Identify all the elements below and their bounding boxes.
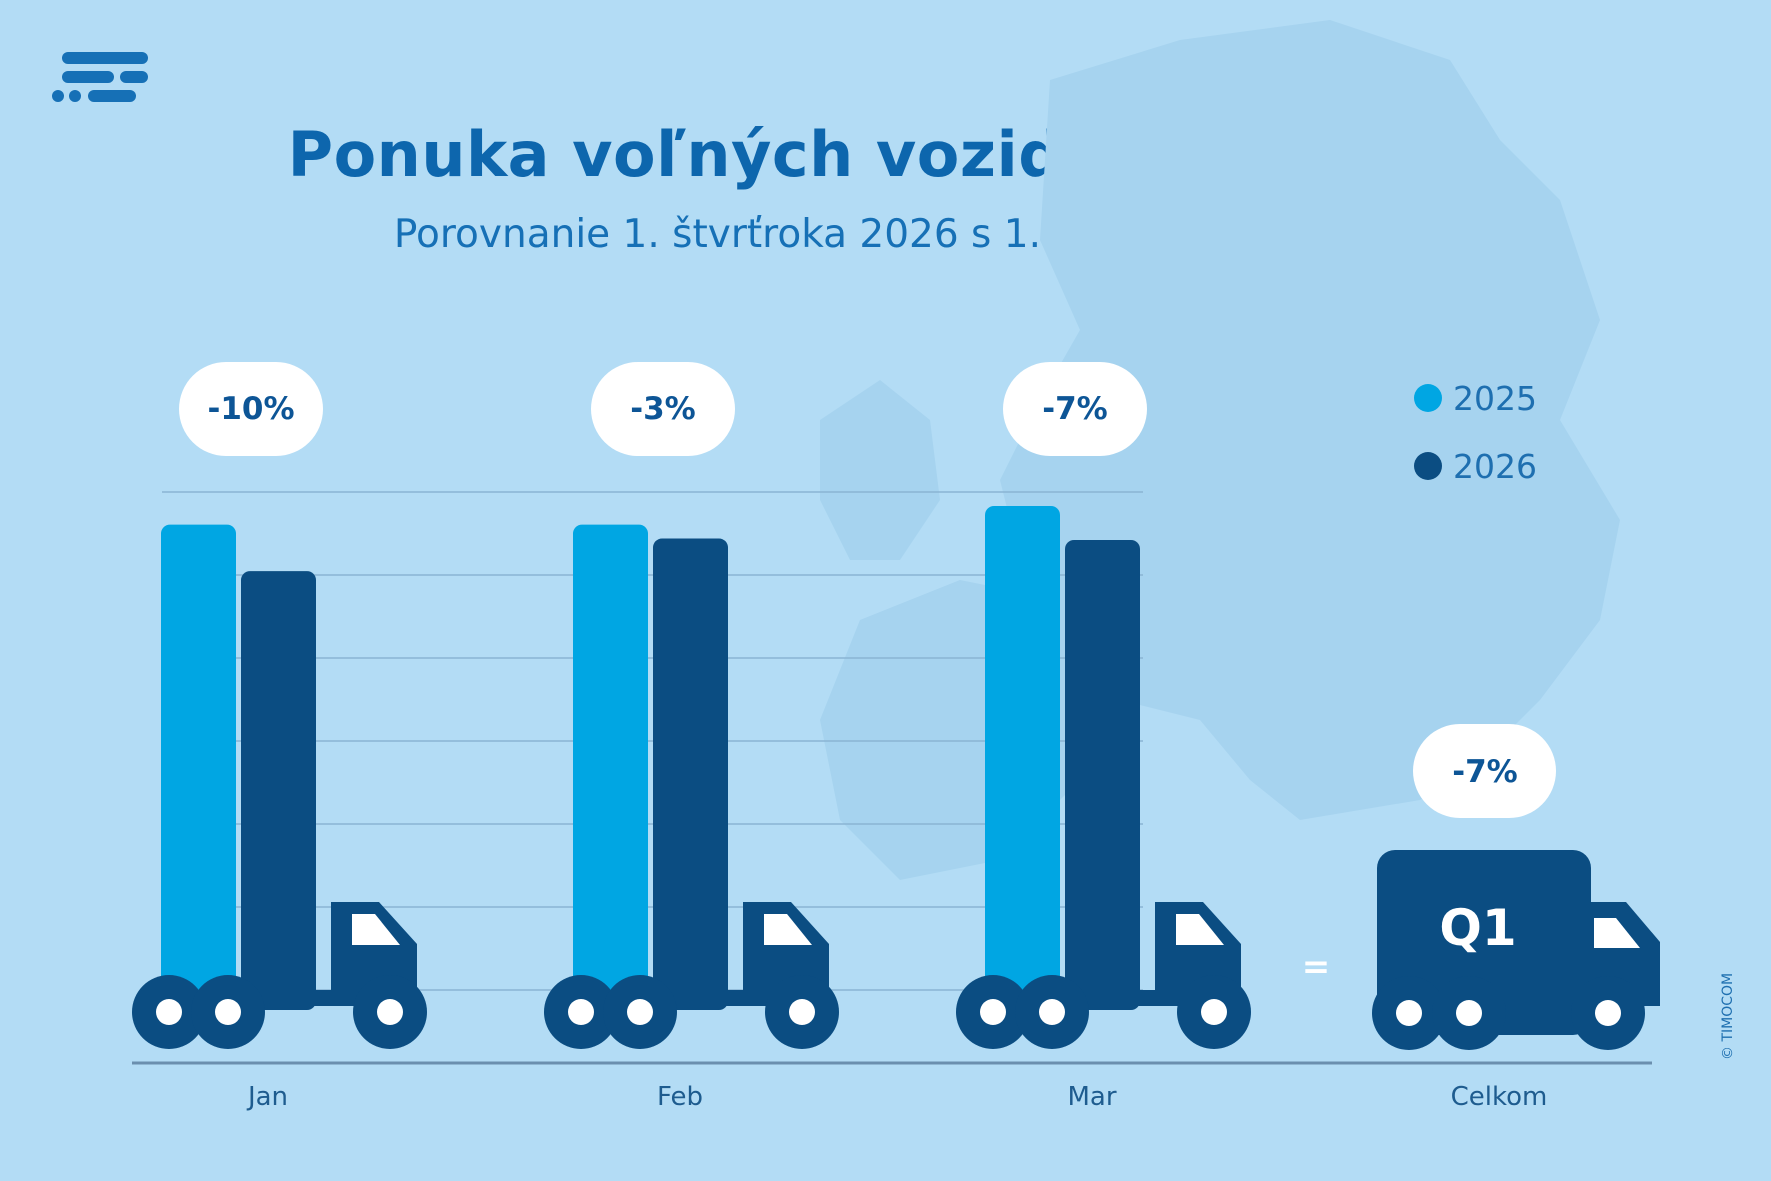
truck-window [764, 914, 812, 945]
category-labels: Jan Feb Mar [246, 1082, 1117, 1112]
legend-label-2026: 2026 [1453, 447, 1537, 486]
change-label-jan: -10% [207, 391, 294, 427]
truck-hubcap [1396, 1000, 1422, 1026]
bar-2026-jan [241, 571, 316, 1010]
truck-hubcap [627, 999, 653, 1025]
truck-hubcap [1201, 999, 1227, 1025]
logo-bar [62, 71, 114, 83]
truck-icon-jan [132, 902, 427, 1049]
truck-window [1594, 918, 1640, 948]
category-label-jan: Jan [246, 1082, 288, 1112]
total-change-pill [1413, 724, 1556, 818]
category-label-celkom: Celkom [1451, 1082, 1548, 1112]
logo-bar [120, 71, 148, 83]
change-label-mar: -7% [1042, 391, 1108, 427]
timocom-logo [52, 52, 148, 102]
truck-hubcap [1456, 1000, 1482, 1026]
truck-hubcap [1595, 1000, 1621, 1026]
truck-hubcap [568, 999, 594, 1025]
truck-hubcap [1039, 999, 1065, 1025]
change-pill-jan [179, 362, 323, 456]
total-truck-icon [1372, 850, 1660, 1050]
change-pill-mar [1003, 362, 1147, 456]
legend-marker-2025 [1414, 384, 1442, 412]
q1-label: Q1 [1439, 899, 1516, 957]
logo-bar [88, 90, 136, 102]
legend-marker-2026 [1414, 452, 1442, 480]
bars [161, 505, 1140, 1010]
change-label-feb: -3% [630, 391, 696, 427]
total-change-label: -7% [1452, 754, 1518, 790]
bar-2025-jan [161, 524, 236, 1010]
truck-window [1176, 914, 1224, 945]
truck-icons [132, 902, 1251, 1049]
bar-2026-feb [653, 538, 728, 1010]
change-pill-feb [591, 362, 735, 456]
truck-hubcap [377, 999, 403, 1025]
bar-2025-feb [573, 524, 648, 1010]
legend: 2025 2026 [1414, 379, 1537, 486]
truck-icon-feb [544, 902, 839, 1049]
total-section: = -7% Q1 Celkom [1302, 724, 1660, 1112]
logo-dot [69, 90, 81, 102]
change-labels: -10% -3% -7% [179, 362, 1147, 456]
category-label-feb: Feb [657, 1082, 703, 1112]
truck-hubcap [789, 999, 815, 1025]
legend-label-2025: 2025 [1453, 379, 1537, 418]
truck-hubcap [156, 999, 182, 1025]
bar-2026-mar [1065, 539, 1140, 1010]
logo-bar [62, 52, 148, 64]
logo-dot [52, 90, 64, 102]
bar-2025-mar [985, 505, 1060, 1010]
truck-icon-mar [956, 902, 1251, 1049]
truck-hubcap [980, 999, 1006, 1025]
truck-window [352, 914, 400, 945]
equals-sign: = [1302, 947, 1331, 987]
category-label-mar: Mar [1067, 1082, 1116, 1112]
truck-hubcap [215, 999, 241, 1025]
copyright-text: © TIMOCOM [1720, 972, 1736, 1060]
